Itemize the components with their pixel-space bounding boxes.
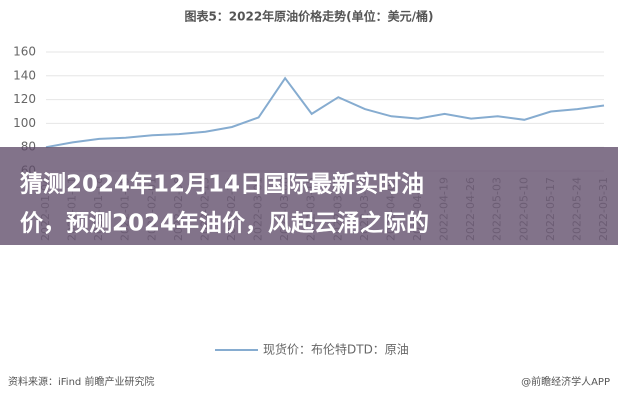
overlay-title: 猜测2024年12月14日国际最新实时油 (19, 171, 424, 198)
legend-label: 现货价：布伦特DTD：原油 (263, 342, 409, 357)
y-tick-label: 140 (13, 68, 36, 82)
overlay-title: 价，预测2024年油价，风起云涌之际的 (20, 210, 429, 237)
y-tick-label: 160 (13, 45, 36, 59)
data-line (45, 76, 605, 149)
y-tick-label: 120 (13, 92, 36, 106)
credit: @前瞻经济学人APP (521, 375, 610, 388)
chart-title: 图表5：2022年原油价格走势(单位：美元/桶) (184, 9, 433, 24)
y-tick-label: 100 (13, 116, 36, 130)
source: 资料来源：iFind 前瞻产业研究院 (8, 375, 154, 388)
overlay-banner (0, 147, 618, 245)
